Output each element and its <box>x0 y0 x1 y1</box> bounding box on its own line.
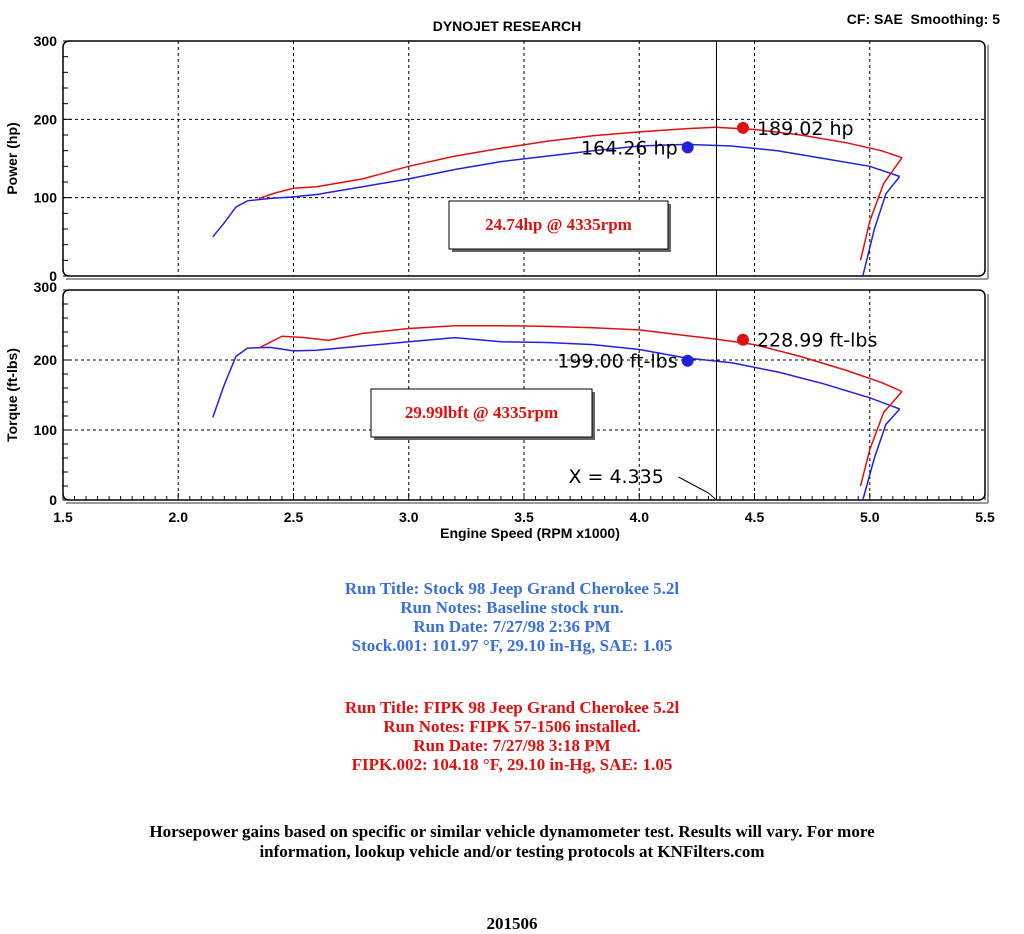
torque-y-tick-label: 200 <box>34 352 58 368</box>
torque-x-axis-label: Engine Speed (RPM x1000) <box>440 525 620 541</box>
torque-x-tick-label: 5.0 <box>860 509 880 525</box>
fipk-run-info: Run Title: FIPK 98 Jeep Grand Cherokee 5… <box>0 698 1024 774</box>
fipk-run-title: Run Title: FIPK 98 Jeep Grand Cherokee 5… <box>344 698 680 717</box>
stock-run-conditions: Stock.001: 101.97 °F, 29.10 in-Hg, SAE: … <box>351 636 673 655</box>
power-marker-label-fipk-002: 189.02 hp <box>757 118 854 140</box>
power-series-fipk-002 <box>258 126 903 200</box>
torque-annotation-box <box>370 388 593 438</box>
torque-y-tick-label: 100 <box>34 422 58 438</box>
torque-series-stock-001-rundown <box>862 408 901 501</box>
power-y-tick-label: 100 <box>34 190 58 206</box>
power-series-fipk-002-rundown <box>859 157 903 261</box>
torque-y-axis-label: Torque (ft-lbs) <box>4 348 20 442</box>
power-annotation-box <box>448 200 669 250</box>
torque-x-tick-label: 2.0 <box>169 509 189 525</box>
torque-x-tick-label: 4.0 <box>630 509 650 525</box>
torque-marker-label-stock-001: 199.00 ft-lbs <box>557 351 677 373</box>
stock-run-notes: Run Notes: Baseline stock run. <box>400 598 624 617</box>
power-y-axis-label: Power (hp) <box>4 122 20 194</box>
torque-marker-stock-001 <box>681 354 694 367</box>
torque-x-tick-label: 3.5 <box>514 509 534 525</box>
chart-header-title: DYNOJET RESEARCH <box>433 18 582 34</box>
torque-x-tick-label: 1.5 <box>53 509 73 525</box>
torque-y-tick-label: 0 <box>49 492 57 508</box>
dyno-charts: DYNOJET RESEARCH CF: SAE Smoothing: 5 01… <box>4 11 1000 541</box>
torque-x-tick-label: 5.5 <box>975 509 995 525</box>
torque-x-tick-label: 4.5 <box>745 509 765 525</box>
power-y-tick-label: 0 <box>49 268 57 284</box>
disclaimer-line-2: information, lookup vehicle and/or testi… <box>259 842 765 861</box>
fipk-run-notes: Run Notes: FIPK 57-1506 installed. <box>383 717 641 736</box>
disclaimer: Horsepower gains based on specific or si… <box>0 822 1024 862</box>
chart-header-correction: CF: SAE Smoothing: 5 <box>847 11 1000 27</box>
torque-annotation-text: 29.99lbft @ 4335rpm <box>405 403 558 422</box>
torque-cursor-readout: X = 4.335 <box>568 466 663 488</box>
power-marker-fipk-002 <box>736 121 749 134</box>
power-marker-label-stock-001: 164.26 hp <box>581 137 678 159</box>
power-series-stock-001-rundown <box>862 176 901 277</box>
power-y-tick-label: 200 <box>34 111 58 127</box>
stock-run-title: Run Title: Stock 98 Jeep Grand Cherokee … <box>344 579 680 598</box>
power-marker-stock-001 <box>681 141 694 154</box>
reference-number: 201506 <box>486 914 538 933</box>
torque-x-tick-label: 2.5 <box>284 509 304 525</box>
torque-marker-label-fipk-002: 228.99 ft-lbs <box>757 330 877 352</box>
torque-series-fipk-002 <box>258 324 903 393</box>
torque-marker-fipk-002 <box>736 333 749 346</box>
power-series-stock-001 <box>212 143 900 238</box>
stock-run-date: Run Date: 7/27/98 2:36 PM <box>413 617 611 636</box>
power-y-tick-label: 300 <box>34 33 58 49</box>
torque-y-tick-label: 300 <box>34 279 58 295</box>
stock-run-info: Run Title: Stock 98 Jeep Grand Cherokee … <box>0 579 1024 655</box>
fipk-run-conditions: FIPK.002: 104.18 °F, 29.10 in-Hg, SAE: 1… <box>351 755 673 774</box>
torque-series-fipk-002-rundown <box>859 391 903 487</box>
fipk-run-date: Run Date: 7/27/98 3:18 PM <box>413 736 611 755</box>
torque-cursor-leader <box>678 476 709 494</box>
power-annotation-text: 24.74hp @ 4335rpm <box>485 215 632 234</box>
torque-series-stock-001 <box>212 336 900 418</box>
torque-x-tick-label: 3.0 <box>399 509 419 525</box>
torque-cursor-leader <box>708 492 717 501</box>
disclaimer-line-1: Horsepower gains based on specific or si… <box>149 822 875 841</box>
